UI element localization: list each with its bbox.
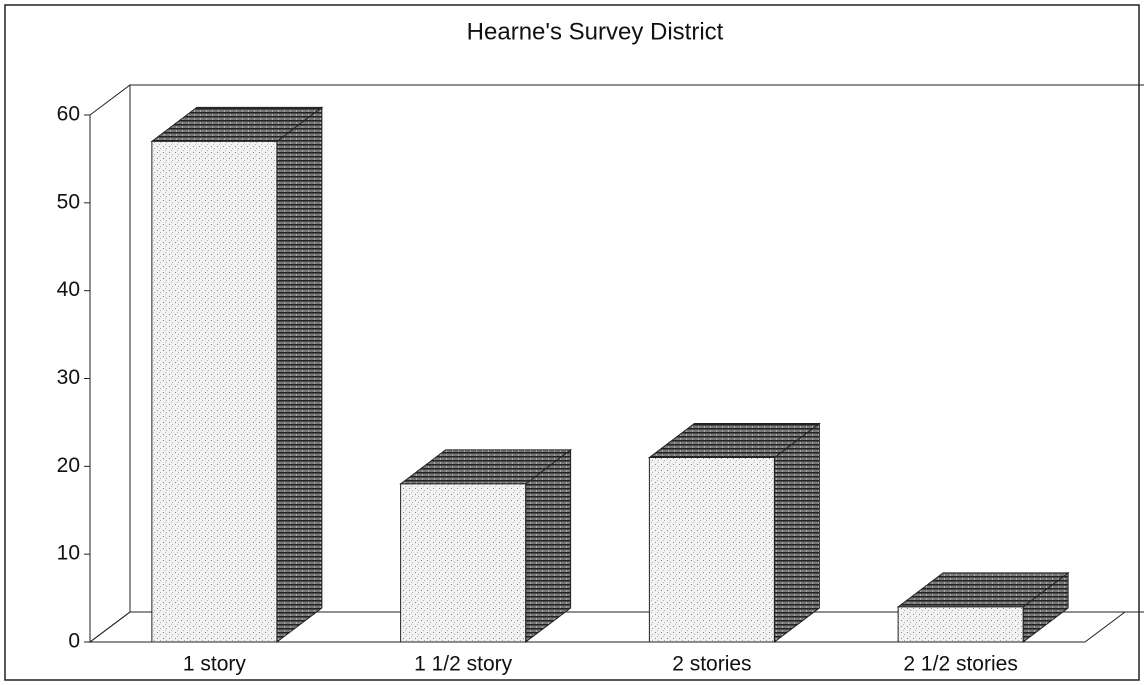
bar	[896, 571, 1070, 644]
bar	[647, 422, 821, 644]
bar	[399, 448, 573, 644]
bar-front	[151, 140, 278, 643]
x-tick-label: 1 1/2 story	[414, 653, 513, 676]
x-tick-label: 2 1/2 stories	[903, 653, 1017, 676]
bar	[150, 106, 324, 644]
bar-front	[400, 483, 527, 643]
x-tick-label: 2 stories	[672, 653, 751, 676]
chart-title: Hearne's Survey District	[467, 18, 724, 45]
y-tick-label: 10	[57, 542, 80, 565]
bar-front	[648, 457, 775, 643]
bar-side	[773, 422, 820, 644]
y-tick-label: 40	[57, 278, 80, 301]
bar-front	[897, 606, 1024, 643]
y-tick-label: 0	[68, 630, 80, 653]
x-tick-label: 1 story	[183, 653, 247, 676]
y-tick-label: 30	[57, 366, 80, 389]
y-tick-label: 20	[57, 454, 80, 477]
y-tick-label: 60	[57, 103, 80, 126]
bar-side	[276, 106, 323, 644]
y-tick-label: 50	[57, 190, 80, 213]
